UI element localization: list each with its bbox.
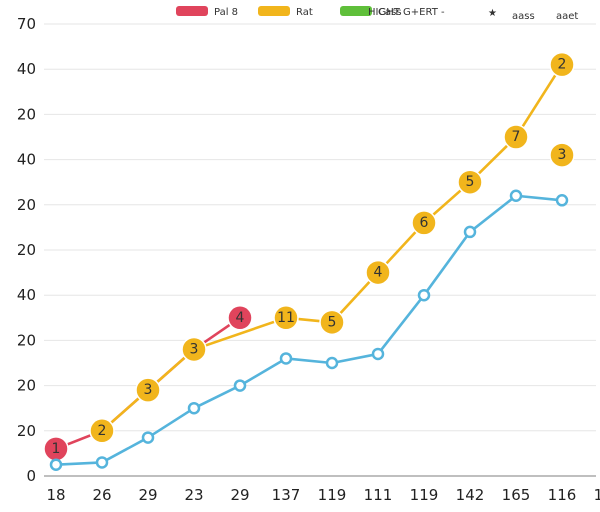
x-tick-label: 29 — [230, 486, 249, 504]
x-tick-label: 139 — [594, 486, 600, 504]
data-point — [227, 305, 253, 331]
legend-extra-text: aaet — [556, 11, 578, 22]
series-points: 1 4 2 3 3 11 5 4 6 5 7 2 3 — [43, 51, 575, 471]
data-point — [417, 288, 431, 302]
data-point — [509, 189, 523, 203]
y-tick-label: 20 — [17, 196, 36, 214]
data-point-label: 4 — [374, 265, 383, 281]
legend-label: Cass — [378, 7, 402, 18]
data-point — [549, 142, 575, 168]
data-point — [279, 352, 293, 365]
y-tick-label: 20 — [17, 422, 36, 440]
x-tick-label: 165 — [502, 486, 531, 504]
data-point-label: 3 — [558, 147, 567, 163]
data-point — [503, 124, 529, 150]
legend-swatch — [340, 6, 372, 16]
y-tick-label: 40 — [17, 151, 36, 169]
x-tick-label: 111 — [364, 486, 393, 504]
data-point — [181, 336, 207, 363]
series-line — [100, 63, 564, 433]
x-axis-ticks: 18 26 29 23 29 137 119 111 119 142 165 116 139 — [46, 486, 600, 504]
data-point-label: 5 — [466, 174, 475, 190]
data-point-label: 3 — [144, 382, 153, 398]
data-point — [141, 431, 155, 444]
data-point — [371, 347, 385, 361]
data-point — [325, 356, 339, 370]
legend-extra-text: aass — [512, 11, 535, 22]
legend-label: Rat — [296, 7, 313, 18]
x-tick-label: 137 — [272, 486, 301, 504]
data-point — [319, 309, 345, 336]
legend-label: Pal 8 — [214, 7, 238, 18]
data-point-label: 7 — [512, 129, 521, 145]
x-tick-label: 142 — [456, 486, 485, 504]
data-point-label: 2 — [558, 57, 567, 73]
data-point-label: 11 — [277, 310, 295, 326]
y-tick-label: 70 — [17, 15, 36, 33]
legend-swatch — [258, 6, 290, 16]
data-point — [49, 458, 63, 471]
data-point — [89, 418, 115, 444]
y-tick-label: 20 — [17, 241, 36, 259]
grid-lines — [44, 23, 596, 432]
x-tick-label: 23 — [184, 486, 203, 504]
data-point — [549, 51, 575, 78]
x-tick-label: 119 — [410, 486, 439, 504]
y-tick-label: 20 — [17, 331, 36, 349]
y-axis-ticks: 70 40 20 40 20 20 40 20 20 20 0 — [17, 15, 36, 485]
y-tick-label: 20 — [17, 377, 36, 395]
series-lines — [54, 63, 564, 467]
data-point-label: 3 — [190, 341, 199, 357]
y-tick-label: 20 — [17, 105, 36, 123]
data-point-label: 4 — [236, 310, 245, 326]
data-point-label: 2 — [98, 423, 107, 439]
x-tick-label: 116 — [548, 486, 577, 504]
data-point — [555, 194, 569, 207]
legend-extra-text: HIGHT G+ERT - — [368, 7, 445, 18]
x-tick-label: 26 — [92, 486, 111, 504]
x-tick-label: 29 — [138, 486, 157, 504]
data-point — [365, 259, 391, 286]
y-tick-label: 40 — [17, 286, 36, 304]
data-point — [457, 169, 483, 195]
data-point-label: 6 — [420, 215, 429, 231]
data-point-label: 5 — [328, 314, 337, 330]
data-point — [187, 401, 201, 415]
series-line — [54, 194, 564, 467]
y-tick-label: 0 — [26, 467, 36, 485]
star-icon: ★ — [488, 8, 497, 19]
data-point — [273, 305, 299, 331]
data-point — [95, 456, 109, 469]
legend-swatch — [176, 6, 208, 16]
data-point — [233, 379, 247, 392]
data-point — [463, 225, 477, 239]
x-tick-label: 119 — [318, 486, 347, 504]
data-point — [411, 210, 437, 236]
x-tick-label: 18 — [46, 486, 65, 504]
data-point-label: 1 — [52, 441, 61, 457]
y-tick-label: 40 — [17, 60, 36, 78]
data-point — [135, 377, 161, 403]
